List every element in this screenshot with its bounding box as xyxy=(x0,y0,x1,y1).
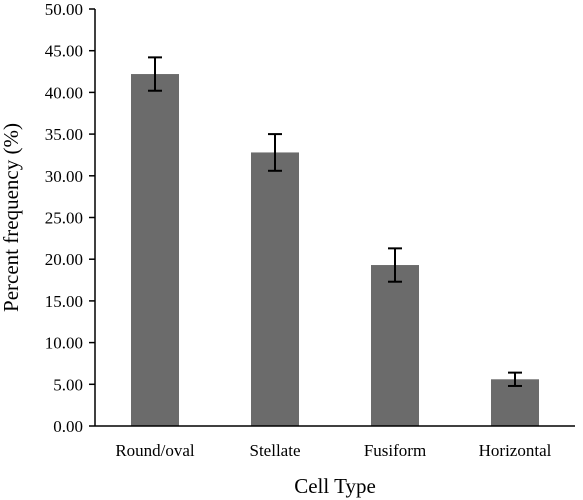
y-tick-label: 30.00 xyxy=(45,167,83,186)
bar-round-oval xyxy=(131,74,179,426)
y-tick-label: 45.00 xyxy=(45,42,83,61)
y-tick-label: 50.00 xyxy=(45,0,83,19)
x-axis-title: Cell Type xyxy=(294,474,376,498)
y-axis-ticks: 0.00 5.00 10.00 15.00 20.00 25.00 30.00 35.00 40… xyxy=(45,0,95,436)
y-tick-label: 5.00 xyxy=(53,375,83,394)
y-axis-title: Percent frequency (%) xyxy=(0,123,23,312)
y-tick-label: 15.00 xyxy=(45,292,83,311)
error-bars xyxy=(148,56,522,387)
x-tick-label: Fusiform xyxy=(364,441,426,460)
x-axis-tick-labels: Round/oval Stellate Fusiform Horizontal xyxy=(115,441,551,460)
bar-stellate xyxy=(251,152,299,426)
bars xyxy=(131,74,539,426)
y-tick-label: 40.00 xyxy=(45,83,83,102)
y-tick-label: 20.00 xyxy=(45,250,83,269)
x-tick-label: Stellate xyxy=(250,441,301,460)
y-tick-label: 25.00 xyxy=(45,209,83,228)
y-tick-label: 0.00 xyxy=(53,417,83,436)
bar-fusiform xyxy=(371,265,419,426)
bar-horizontal xyxy=(491,379,539,426)
x-tick-label: Round/oval xyxy=(115,441,195,460)
y-tick-label: 35.00 xyxy=(45,125,83,144)
x-tick-label: Horizontal xyxy=(479,441,552,460)
y-tick-label: 10.00 xyxy=(45,334,83,353)
